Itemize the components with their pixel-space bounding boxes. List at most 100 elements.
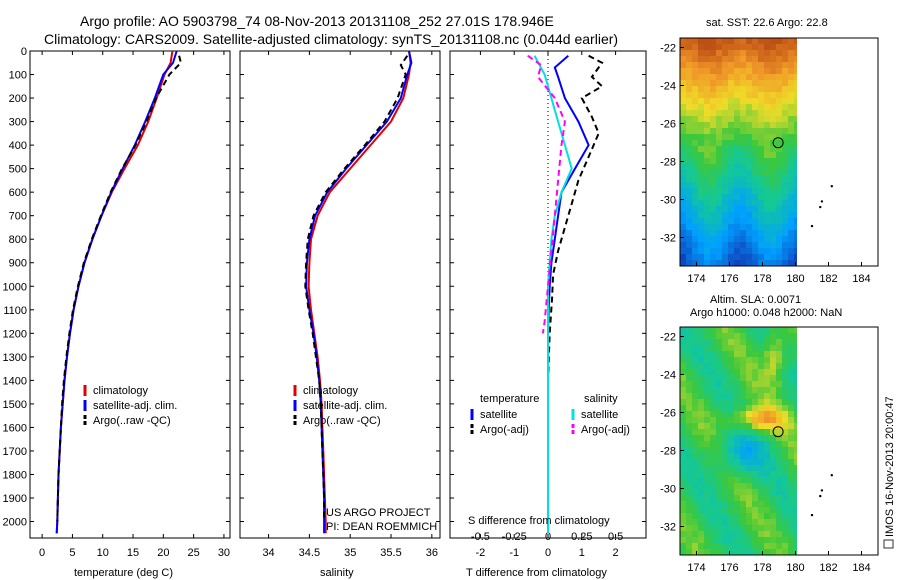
sla-cell (704, 399, 710, 405)
sst-cell (704, 254, 710, 260)
depth-tick-label: 600 (9, 187, 27, 199)
sst-cell (698, 164, 704, 170)
sst-cell (752, 56, 758, 62)
sla-cell (776, 531, 782, 537)
sst-cell (758, 200, 764, 206)
sst-cell (680, 152, 686, 158)
sst-cell (716, 224, 722, 230)
sla-cell (782, 477, 788, 483)
sst-cell (710, 200, 716, 206)
sla-cell (710, 333, 716, 339)
sst-cell (776, 206, 782, 212)
sst-cell (686, 92, 692, 98)
depth-tick-label: 1800 (3, 469, 27, 481)
sst-cell (770, 230, 776, 236)
sla-cell (686, 345, 692, 351)
sst-cell (788, 104, 794, 110)
sst-cell (788, 44, 794, 50)
sst-cell (728, 260, 734, 266)
sst-cell (716, 164, 722, 170)
sst-cell (746, 44, 752, 50)
sla-cell (746, 339, 752, 345)
sst-cell (734, 86, 740, 92)
sla-cell (752, 501, 758, 507)
sst-cell (728, 230, 734, 236)
sla-cell (716, 339, 722, 345)
sla-cell (794, 459, 797, 465)
sla-cell (758, 405, 764, 411)
sst-cell (788, 188, 794, 194)
sst-cell (728, 182, 734, 188)
sst-cell (746, 176, 752, 182)
sla-cell (782, 525, 788, 531)
map-ytick-label: -30 (660, 195, 676, 207)
difference-series-s-argo-adj- (527, 54, 566, 334)
depth-tick-label: 1100 (3, 305, 27, 317)
sla-cell (782, 369, 788, 375)
sla-cell (764, 447, 770, 453)
sst-cell (722, 80, 728, 86)
sla-cell (746, 357, 752, 363)
sst-cell (734, 230, 740, 236)
sla-cell (734, 465, 740, 471)
sst-cell (764, 104, 770, 110)
sst-cell (698, 188, 704, 194)
sla-cell (716, 345, 722, 351)
sst-cell (758, 194, 764, 200)
map-ytick-label: -28 (660, 446, 676, 458)
sla-cell (794, 411, 797, 417)
sla-cell (716, 543, 722, 549)
sst-cell (764, 236, 770, 242)
sla-cell (734, 441, 740, 447)
difference-series-s-satellite (533, 55, 573, 534)
sst-cell (752, 260, 758, 266)
salinity-diff-legend-label: satellite (581, 409, 618, 421)
sla-cell (686, 429, 692, 435)
sst-cell (734, 140, 740, 146)
sst-cell (740, 74, 746, 80)
sla-cell (770, 483, 776, 489)
sst-cell (698, 140, 704, 146)
sla-cell (722, 447, 728, 453)
sst-cell (686, 212, 692, 218)
sst-cell (680, 62, 686, 68)
map-ytick-label: -26 (660, 119, 676, 131)
sla-cell (776, 411, 782, 417)
sst-cell (740, 206, 746, 212)
sla-cell (788, 513, 794, 519)
sla-cell (680, 411, 686, 417)
sst-cell (758, 164, 764, 170)
sla-cell (716, 453, 722, 459)
sla-cell (752, 375, 758, 381)
sla-cell (722, 453, 728, 459)
sla-cell (698, 411, 704, 417)
sla-cell (704, 549, 710, 555)
sst-cell (698, 86, 704, 92)
sst-cell (770, 44, 776, 50)
sst-cell (722, 176, 728, 182)
sla-cell (746, 345, 752, 351)
sla-cell (758, 543, 764, 549)
sst-cell (692, 194, 698, 200)
sla-cell (746, 483, 752, 489)
sla-cell (686, 381, 692, 387)
sla-cell (758, 501, 764, 507)
sla-cell (764, 495, 770, 501)
sla-cell (686, 441, 692, 447)
sst-cell (770, 86, 776, 92)
sla-cell (776, 471, 782, 477)
sla-cell (698, 477, 704, 483)
sla-cell (752, 537, 758, 543)
sst-cell (710, 44, 716, 50)
sla-cell (794, 453, 797, 459)
sst-cell (704, 170, 710, 176)
map-xtick-label: 180 (786, 562, 804, 574)
sst-cell (686, 50, 692, 56)
sla-cell (752, 495, 758, 501)
sla-cell (710, 447, 716, 453)
s-difference-tick-label: 0.25 (571, 531, 592, 543)
sla-cell (710, 441, 716, 447)
sla-cell (788, 447, 794, 453)
sst-cell (794, 86, 797, 92)
sst-cell (686, 110, 692, 116)
